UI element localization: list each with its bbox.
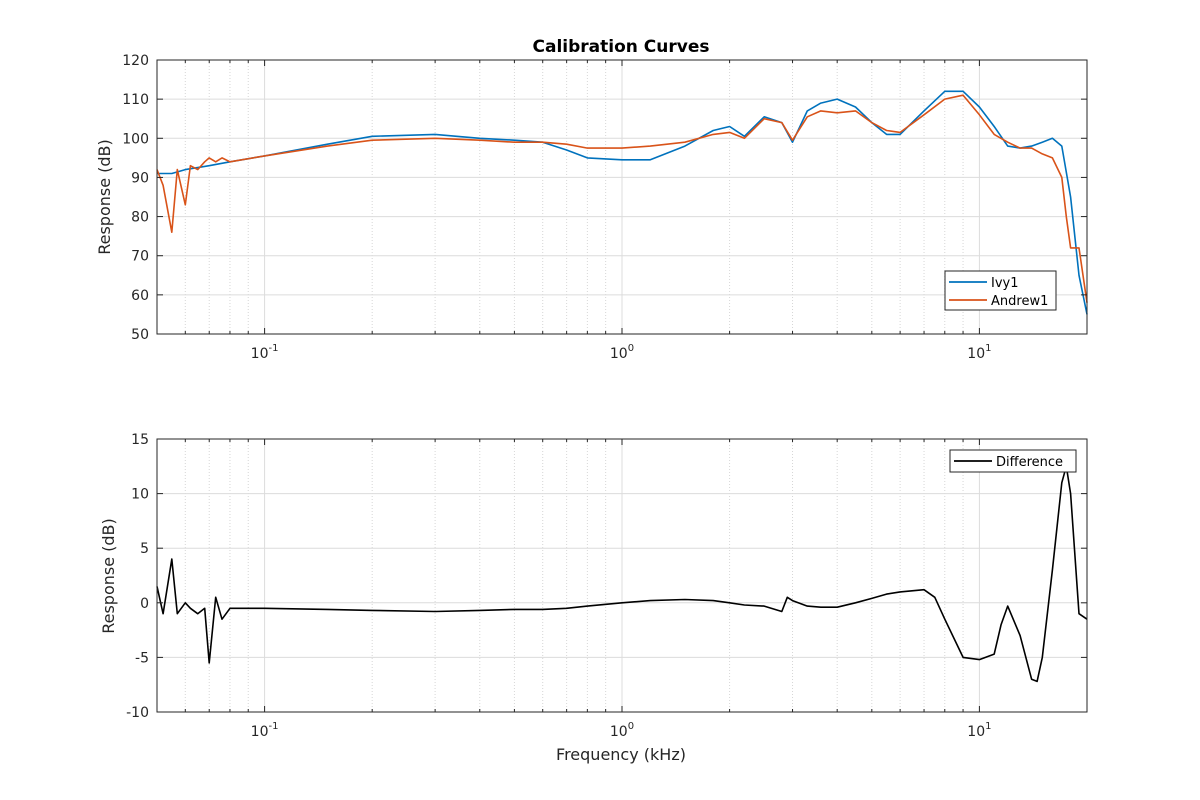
- legend-entry: Andrew1: [991, 294, 1048, 309]
- y-tick-label: -10: [126, 705, 149, 721]
- top-axes: 10-1 100 101 50 60 70 80 90 100 110 120 Response (…: [95, 53, 1088, 362]
- legend-entry: Ivy1: [991, 276, 1019, 291]
- legend-box: [949, 449, 1077, 473]
- y-tick-label: 80: [131, 210, 149, 226]
- top-series-group: [156, 90, 1088, 315]
- y-tick-label: 50: [131, 327, 149, 343]
- x-tick-label: 101: [967, 343, 991, 362]
- top-grid: [156, 59, 1088, 335]
- legend-box: [944, 270, 1057, 311]
- y-tick-label: 60: [131, 288, 149, 304]
- y-tick-label: 100: [122, 131, 149, 147]
- y-tick-label: 0: [140, 596, 149, 612]
- legend-entry: Difference: [996, 455, 1063, 470]
- bottom-axes: 10-1 100 101 -10 -5 0 5 10 15 Response (dB) Freq…: [99, 432, 1088, 764]
- bottom-series-group: [156, 465, 1088, 683]
- top-legend: Ivy1 Andrew1: [944, 270, 1057, 311]
- x-tick-label: 10-1: [251, 343, 279, 362]
- y-tick-label: 110: [122, 92, 149, 108]
- y-tick-label: 15: [131, 432, 149, 448]
- y-tick-label: 90: [131, 170, 149, 186]
- x-tick-label: 100: [610, 721, 634, 740]
- y-tick-label: 10: [131, 487, 149, 503]
- top-ticks: 10-1 100 101 50 60 70 80 90 100 110 120: [122, 53, 1088, 362]
- y-tick-label: -5: [135, 650, 149, 666]
- bottom-y-axis-label: Response (dB): [99, 518, 118, 634]
- y-tick-label: 120: [122, 53, 149, 69]
- bottom-x-axis-label: Frequency (kHz): [556, 745, 686, 764]
- bottom-ticks: 10-1 100 101 -10 -5 0 5 10 15: [126, 432, 1088, 740]
- bottom-legend: Difference: [949, 449, 1077, 473]
- x-tick-label: 101: [967, 721, 991, 740]
- y-tick-label: 5: [140, 541, 149, 557]
- series-line-difference: [156, 465, 1088, 683]
- y-tick-label: 70: [131, 249, 149, 265]
- x-tick-label: 10-1: [251, 721, 279, 740]
- top-y-axis-label: Response (dB): [95, 139, 114, 255]
- x-tick-label: 100: [610, 343, 634, 362]
- chart-title: Calibration Curves: [533, 37, 710, 57]
- series-line-andrew1: [156, 94, 1088, 303]
